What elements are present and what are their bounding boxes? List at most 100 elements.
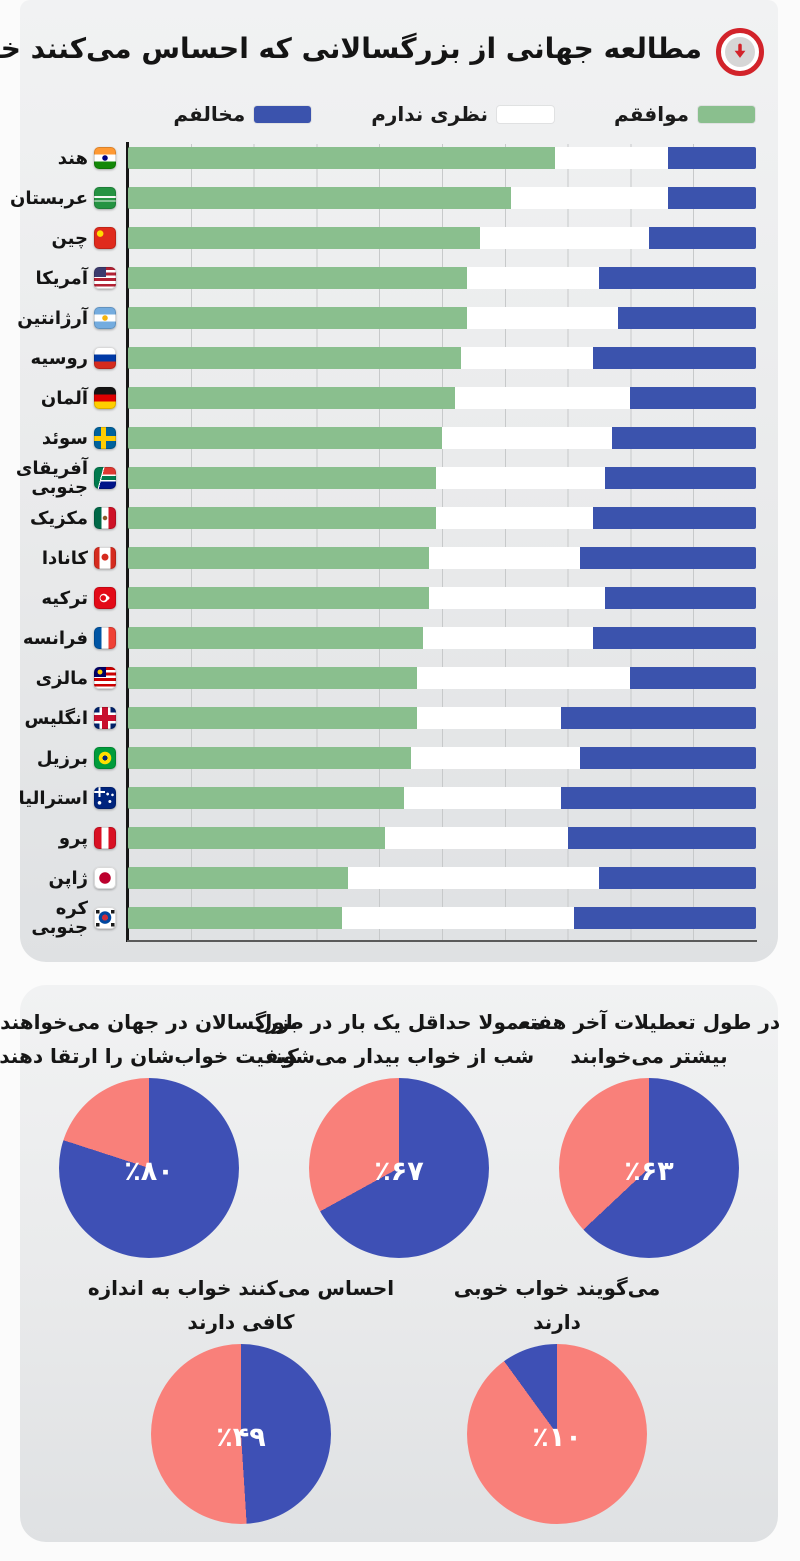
stacked-bar: [128, 547, 756, 569]
pie-caption-line: در طول تعطیلات آخر هفته: [517, 1010, 781, 1034]
bar-segment: [128, 427, 442, 449]
bar-segment: [573, 907, 756, 929]
bar-row-uk: انگلیس: [20, 698, 778, 738]
legend-item-disagree: مخالفم: [173, 102, 312, 126]
pie-caption-line: دارند: [533, 1310, 581, 1334]
pie-row-top: در طول تعطیلات آخر هفته بیشتر می‌خوابند ٪۶…: [0, 1005, 780, 1258]
stacked-bar: [128, 907, 756, 929]
bar-segment: [630, 667, 756, 689]
bar-segment: [592, 347, 756, 369]
pie-value-label: ٪۸۰: [124, 1156, 174, 1187]
country-label: استرالیا: [18, 787, 88, 809]
bar-row-malaysia: مالزی: [20, 658, 778, 698]
bar-segment: [592, 507, 756, 529]
country-saudi-arabia: عربستان: [10, 178, 116, 218]
australia-flag-icon: [94, 787, 116, 809]
country-label: آلمان: [40, 387, 88, 409]
bar-segment: [128, 467, 436, 489]
country-malaysia: مالزی: [20, 658, 116, 698]
country-label: هند: [57, 147, 88, 169]
country-label: سوئد: [41, 427, 88, 449]
bar-row-india: هند: [20, 138, 778, 178]
bar-segment: [460, 347, 593, 369]
bar-segment: [128, 827, 386, 849]
bar-segment: [416, 707, 562, 729]
circle-down-arrow-icon: [716, 28, 764, 76]
country-peru: پرو: [20, 818, 116, 858]
country-russia: روسیه: [20, 338, 116, 378]
bar-row-peru: پرو: [20, 818, 778, 858]
bar-row-france: فرانسه: [20, 618, 778, 658]
pie-block-49: احساس می‌کنند خواب به اندازه کافی دارند ٪۴…: [88, 1271, 394, 1524]
bar-row-russia: روسیه: [20, 338, 778, 378]
bar-segment: [128, 387, 455, 409]
legend-label-neutral: نظری ندارم: [371, 102, 489, 126]
usa-flag-icon: [94, 267, 116, 289]
legend-swatch-neutral: [497, 105, 555, 123]
bar-segment: [128, 267, 468, 289]
bar-row-brazil: برزیل: [20, 738, 778, 778]
bar-segment: [429, 587, 606, 609]
bar-segment: [128, 867, 348, 889]
pie-block-10: می‌گویند خواب خوبی دارند ٪۱۰: [443, 1271, 671, 1524]
stacked-bar-chart: هند عربستان چین آمریکا آرژانتین روسیه آلمان سوئ…: [10, 138, 778, 942]
country-label: ترکیه: [41, 587, 88, 609]
bar-segment: [511, 187, 669, 209]
bar-segment: [605, 467, 756, 489]
france-flag-icon: [94, 627, 116, 649]
bar-row-japan: ژاپن: [20, 858, 778, 898]
stacked-bar: [128, 747, 756, 769]
stacked-bar: [128, 587, 756, 609]
pie-caption-line: بزرگسالان در جهان می‌خواهند: [0, 1010, 298, 1034]
legend-label-agree: موافقم: [614, 102, 689, 126]
bar-row-china: چین: [20, 218, 778, 258]
bar-segment: [567, 827, 756, 849]
bar-segment: [404, 787, 562, 809]
bar-row-canada: کانادا: [20, 538, 778, 578]
bar-segment: [128, 587, 430, 609]
pie-caption-line: کیفیت خواب‌شان را ارتقا دهند: [0, 1044, 299, 1068]
pie-caption-line: احساس می‌کنند خواب به اندازه: [87, 1276, 395, 1300]
country-label: روسیه: [30, 347, 88, 369]
country-brazil: برزیل: [20, 738, 116, 778]
bar-row-australia: استرالیا: [18, 778, 778, 818]
bar-segment: [128, 227, 480, 249]
legend-label-disagree: مخالفم: [173, 102, 246, 126]
country-label: فرانسه: [22, 627, 88, 649]
bar-segment: [416, 667, 631, 689]
stacked-bar: [128, 427, 756, 449]
pie-caption: معمولا حداقل یک بار در طول شب از خواب بید…: [255, 1005, 543, 1073]
page-title: مطالعه جهانی از بزرگسالانی که احساس می‌ک…: [0, 32, 703, 65]
south-africa-flag-icon: [94, 467, 116, 489]
bar-segment: [385, 827, 568, 849]
bar-segment: [555, 147, 669, 169]
turkey-flag-icon: [94, 587, 116, 609]
india-flag-icon: [94, 147, 116, 169]
pie-caption-line: شب از خواب بیدار می‌شوند: [263, 1044, 535, 1068]
country-south-korea: کره جنوبی: [20, 898, 116, 938]
stacked-bar: [128, 227, 756, 249]
bar-segment: [561, 787, 756, 809]
legend-item-agree: موافقم: [614, 102, 755, 126]
bar-row-argentina: آرژانتین: [17, 298, 778, 338]
bar-segment: [128, 347, 461, 369]
x-axis-baseline: [127, 940, 757, 942]
bar-segment: [668, 147, 756, 169]
canada-flag-icon: [94, 547, 116, 569]
bar-segment: [423, 627, 593, 649]
bar-segment: [435, 467, 606, 489]
bar-row-turkey: ترکیه: [20, 578, 778, 618]
bar-segment: [410, 747, 581, 769]
sweden-flag-icon: [94, 427, 116, 449]
stacked-bar: [128, 467, 756, 489]
country-germany: آلمان: [20, 378, 116, 418]
legend-swatch-disagree: [254, 105, 312, 123]
country-label: آفریقای جنوبی: [15, 458, 88, 498]
bar-segment: [128, 787, 405, 809]
pie-value-label: ٪۱۰: [532, 1422, 582, 1453]
stacked-bar: [128, 787, 756, 809]
stacked-bar: [128, 267, 756, 289]
bar-segment: [128, 187, 512, 209]
country-france: فرانسه: [20, 618, 116, 658]
